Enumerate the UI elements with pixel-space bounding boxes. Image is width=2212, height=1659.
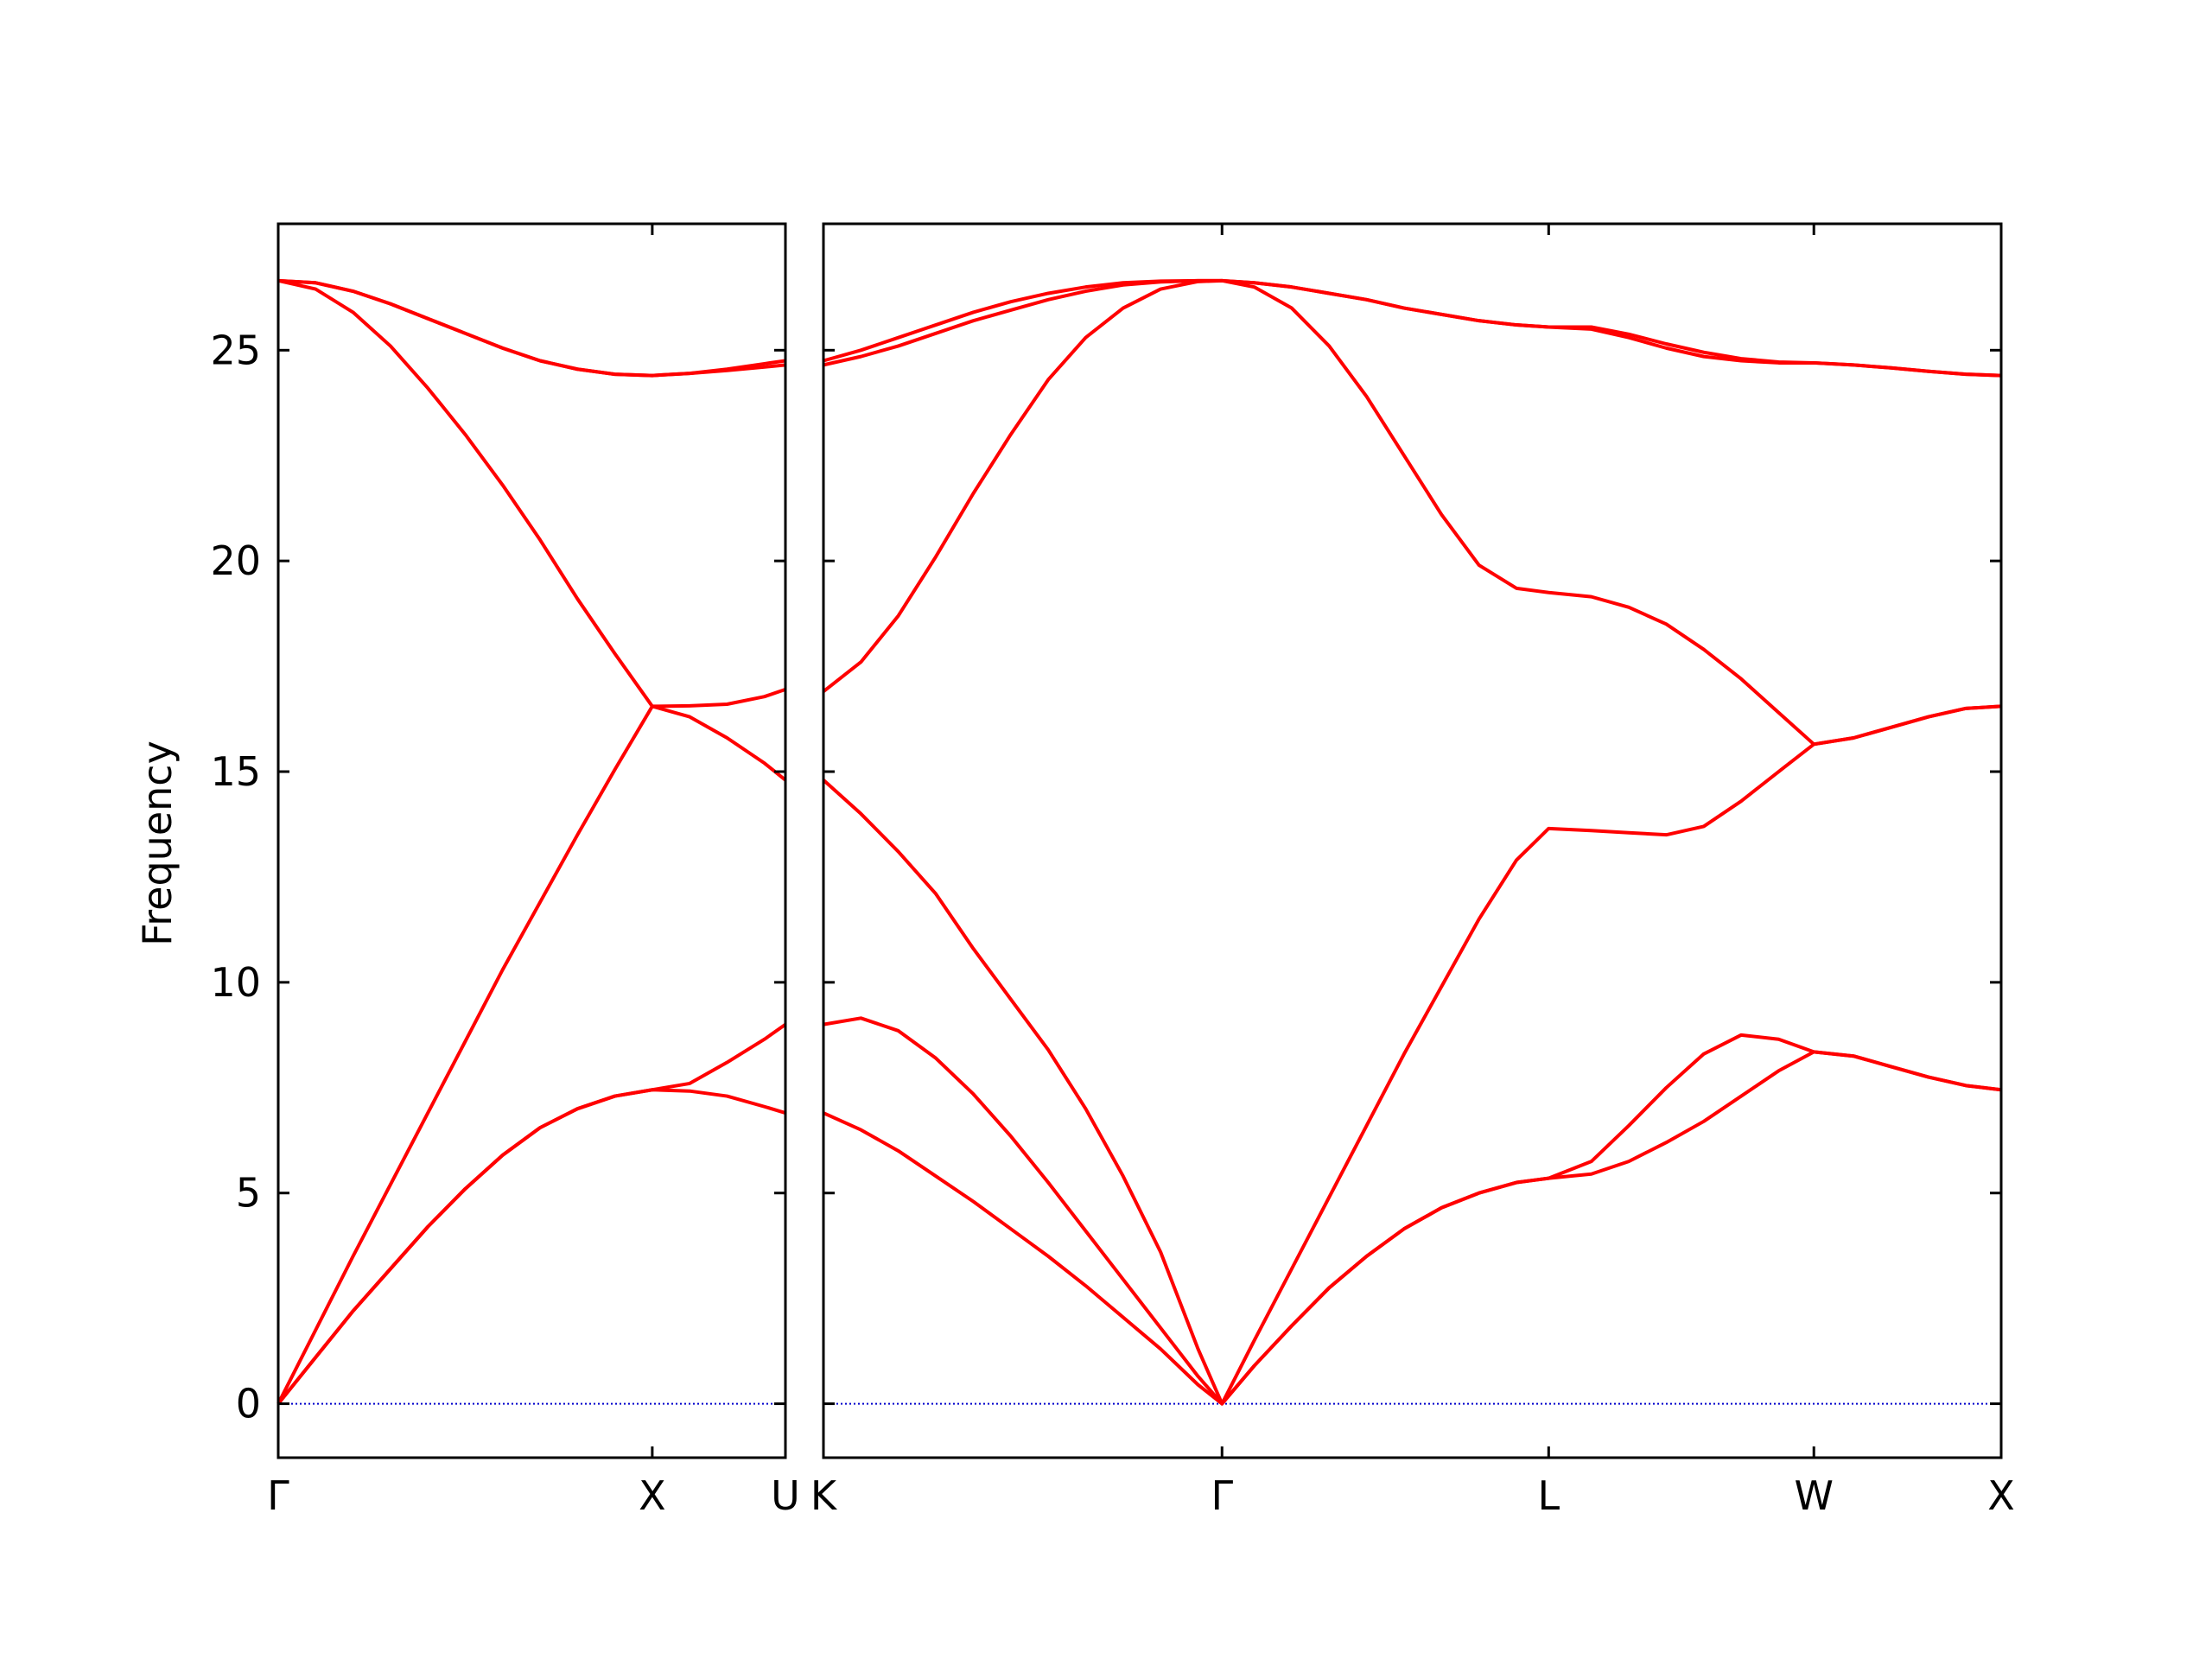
x-tick-label: K	[810, 1472, 838, 1519]
band-line	[823, 278, 2002, 378]
y-axis-label: Frequency	[134, 741, 181, 946]
plot-frame	[276, 222, 787, 1459]
y-tick-label: 15	[210, 748, 261, 795]
band-line	[823, 1050, 2002, 1406]
y-tick-label: 0	[236, 1381, 261, 1427]
x-tick-label: X	[639, 1472, 666, 1519]
y-tick-label: 5	[236, 1170, 261, 1217]
x-tick-label: Γ	[267, 1472, 289, 1519]
x-tick-label: X	[1987, 1472, 2015, 1519]
band-line	[822, 278, 2002, 747]
band-line	[277, 278, 786, 378]
band-line	[822, 704, 2002, 1406]
band-line	[276, 1088, 786, 1405]
x-tick-label: U	[771, 1472, 800, 1519]
y-tick-label: 20	[210, 537, 261, 584]
band-line	[823, 278, 2002, 378]
x-tick-label: L	[1537, 1472, 1560, 1519]
band-line	[823, 1016, 2002, 1406]
y-tick-label: 10	[210, 959, 261, 1006]
x-tick-label: W	[1794, 1472, 1833, 1519]
band-line	[276, 1023, 787, 1405]
y-tick-label: 25	[210, 327, 261, 373]
band-line	[277, 278, 786, 709]
band-line	[277, 278, 786, 378]
plot-frame	[822, 222, 2003, 1459]
x-tick-label: Γ	[1211, 1472, 1233, 1519]
band-line	[276, 704, 787, 1405]
